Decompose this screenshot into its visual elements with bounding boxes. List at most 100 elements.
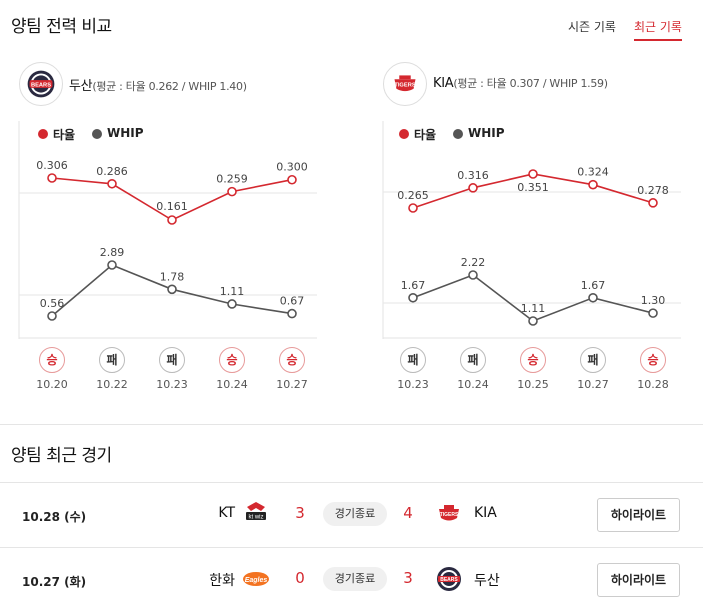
recent-games-title: 양팀 최근 경기 xyxy=(11,446,112,466)
whip-data-label: 0.67 xyxy=(280,295,305,308)
svg-text:Eagles: Eagles xyxy=(245,577,268,584)
avg-data-point[interactable] xyxy=(107,178,117,189)
game-row: 10.27 (화) 한화 Eagles 0 경기종료 3 BEARS 두산 하이… xyxy=(0,547,703,611)
whip-data-point[interactable] xyxy=(227,299,237,309)
game-status: 경기종료 xyxy=(323,567,387,591)
bears-logo: BEARS xyxy=(437,567,461,591)
legend-whip-dot xyxy=(92,129,102,139)
team-name: 두산 xyxy=(69,79,93,94)
whip-data-label: 2.89 xyxy=(100,246,125,259)
bears-logo: BEARS xyxy=(19,62,63,106)
whip-data-point[interactable] xyxy=(287,308,297,319)
svg-text:TIGERS: TIGERS xyxy=(394,82,415,88)
avg-data-point[interactable] xyxy=(47,173,57,183)
team-panel-doosan: BEARS 두산(평균 : 타율 0.262 / WHIP 1.40) 타율 W… xyxy=(18,58,319,403)
game-date: 10.28 (수) xyxy=(22,510,87,524)
tigers-logo: TIGERS xyxy=(383,62,427,106)
svg-text:BEARS: BEARS xyxy=(31,82,51,88)
whip-data-label: 1.30 xyxy=(641,294,666,307)
win-badge: 승 xyxy=(39,347,65,373)
home-score: 0 xyxy=(295,569,305,587)
whip-data-point[interactable] xyxy=(47,311,57,321)
team-average-stats: (평균 : 타율 0.262 / WHIP 1.40) xyxy=(92,80,247,93)
avg-data-label: 0.161 xyxy=(156,200,188,213)
svg-text:BEARS: BEARS xyxy=(440,577,458,583)
win-badge: 승 xyxy=(279,347,305,373)
team-name: KIA xyxy=(433,76,454,91)
loss-badge: 패 xyxy=(400,347,426,373)
whip-data-label: 1.11 xyxy=(521,302,546,315)
legend-whip-label: WHIP xyxy=(107,126,144,140)
tab-recent-record[interactable]: 최근 기록 xyxy=(634,18,682,41)
avg-data-label: 0.286 xyxy=(96,165,128,178)
avg-data-point[interactable] xyxy=(528,169,538,179)
svg-text:TIGERS: TIGERS xyxy=(440,512,459,518)
whip-data-point[interactable] xyxy=(648,308,658,318)
home-team-name: KT xyxy=(218,505,235,521)
legend-whip-dot xyxy=(453,129,463,139)
tab-season-record[interactable]: 시즌 기록 xyxy=(568,20,616,34)
avg-data-point[interactable] xyxy=(648,198,658,208)
whip-data-point[interactable] xyxy=(408,292,418,303)
avg-data-point[interactable] xyxy=(287,174,297,185)
legend-whip-label: WHIP xyxy=(468,126,505,140)
win-badge: 승 xyxy=(640,347,666,373)
avg-data-point[interactable] xyxy=(167,215,177,225)
kia-trend-chart: 0.265 0.316 0.351 0.324 0.278 1.67 2.22 1.11 1.6… xyxy=(382,121,681,339)
win-badge: 승 xyxy=(219,347,245,373)
loss-badge: 패 xyxy=(99,347,125,373)
legend-avg-dot xyxy=(38,129,48,139)
game-status: 경기종료 xyxy=(323,502,387,526)
avg-data-label: 0.306 xyxy=(36,159,68,172)
away-score: 4 xyxy=(403,504,413,522)
team-average-stats: (평균 : 타율 0.307 / WHIP 1.59) xyxy=(453,77,608,90)
whip-data-label: 1.78 xyxy=(160,270,185,283)
tigers-logo: TIGERS xyxy=(439,505,459,521)
avg-data-label: 0.324 xyxy=(577,166,609,179)
team-summary: 두산(평균 : 타율 0.262 / WHIP 1.40) xyxy=(69,75,247,94)
away-score: 3 xyxy=(403,569,413,587)
kt-wiz-logo: kt wiz xyxy=(246,502,266,521)
game-date-label: 10.24 xyxy=(457,378,489,391)
legend-avg-label: 타율 xyxy=(53,128,76,142)
game-date: 10.27 (화) xyxy=(22,575,87,589)
page-title: 양팀 전력 비교 xyxy=(11,17,112,37)
whip-data-label: 2.22 xyxy=(461,256,486,269)
comparison-header: 양팀 전력 비교 시즌 기록 최근 기록 xyxy=(0,0,703,48)
loss-badge: 패 xyxy=(580,347,606,373)
avg-data-point[interactable] xyxy=(408,203,418,213)
game-date-label: 10.24 xyxy=(216,378,248,391)
avg-data-point[interactable] xyxy=(468,183,478,193)
whip-data-point[interactable] xyxy=(107,260,117,270)
team-summary: KIA(평균 : 타율 0.307 / WHIP 1.59) xyxy=(433,75,608,91)
game-date-label: 10.22 xyxy=(96,378,128,391)
highlight-button[interactable]: 하이라이트 xyxy=(597,498,680,532)
legend-avg-dot xyxy=(399,129,409,139)
game-date-label: 10.20 xyxy=(36,378,68,391)
avg-data-point[interactable] xyxy=(227,186,237,197)
game-date-label: 10.28 xyxy=(637,378,669,391)
whip-data-label: 1.11 xyxy=(220,285,245,298)
avg-data-label: 0.300 xyxy=(276,161,308,174)
loss-badge: 패 xyxy=(159,347,185,373)
whip-data-point[interactable] xyxy=(528,316,538,326)
game-date-label: 10.25 xyxy=(517,378,549,391)
avg-data-point[interactable] xyxy=(588,179,598,190)
away-team-name: 두산 xyxy=(474,573,500,589)
legend-avg-label: 타율 xyxy=(414,128,437,142)
section-divider xyxy=(0,424,703,425)
win-badge: 승 xyxy=(520,347,546,373)
avg-series-line xyxy=(51,177,293,221)
whip-data-point[interactable] xyxy=(167,284,177,295)
home-team-name: 한화 xyxy=(209,573,235,589)
avg-data-label: 0.351 xyxy=(517,181,549,194)
game-row: 10.28 (수) KT kt wiz 3 경기종료 4 TIGERS KIA … xyxy=(0,482,703,546)
svg-text:kt wiz: kt wiz xyxy=(249,515,264,521)
whip-data-label: 0.56 xyxy=(40,297,65,310)
highlight-button[interactable]: 하이라이트 xyxy=(597,563,680,597)
whip-data-point[interactable] xyxy=(468,270,478,280)
whip-data-point[interactable] xyxy=(588,292,598,303)
game-date-label: 10.23 xyxy=(156,378,188,391)
eagles-logo: Eagles xyxy=(243,572,269,586)
game-date-label: 10.27 xyxy=(276,378,308,391)
